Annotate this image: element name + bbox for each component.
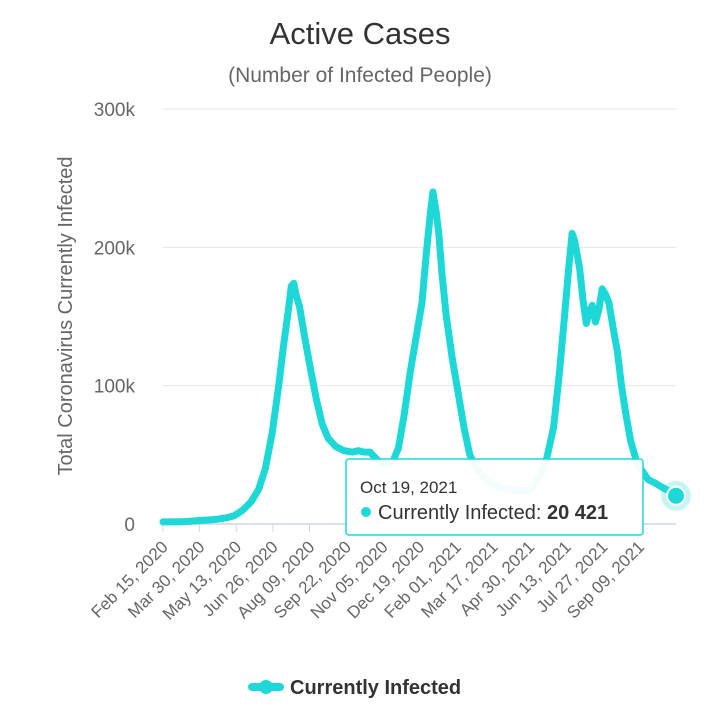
data-point (666, 485, 686, 506)
tooltip-date: Oct 19, 2021 (360, 478, 457, 497)
tooltip: Oct 19, 2021 Currently Infected: 20 421 (345, 458, 644, 536)
y-axis-ticks: 0 100k 200k 300k (94, 100, 136, 536)
legend-marker (259, 680, 273, 694)
y-tick-label: 300k (94, 100, 136, 121)
chart-subtitle: (Number of Infected People) (228, 64, 492, 87)
series-currently-infected[interactable] (159, 188, 691, 526)
y-tick-label: 0 (124, 515, 135, 536)
tooltip-value: 20 421 (547, 502, 608, 524)
tooltip-box (345, 458, 644, 536)
chart-title: Active Cases (270, 16, 451, 51)
series-line (159, 188, 680, 526)
y-tick-label: 100k (94, 377, 136, 398)
legend-label: Currently Infected (290, 677, 461, 699)
tooltip-text: Currently Infected: 20 421 (378, 502, 608, 524)
y-axis-label: Total Coronavirus Currently Infected (55, 156, 77, 475)
tooltip-series-marker (361, 507, 371, 517)
y-tick-label: 200k (94, 238, 136, 259)
legend[interactable]: Currently Infected (248, 677, 461, 699)
tooltip-series-label: Currently Infected: (378, 502, 547, 524)
